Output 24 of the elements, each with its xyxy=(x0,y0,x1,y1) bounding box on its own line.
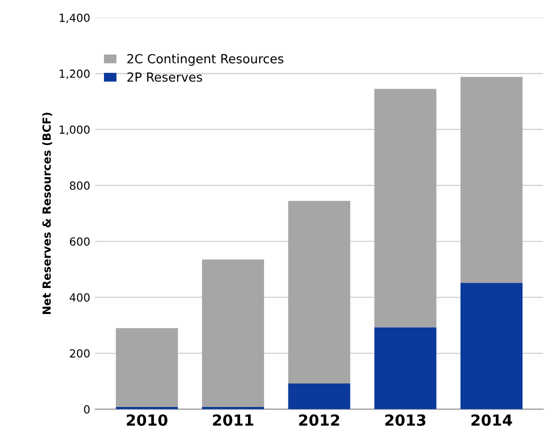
y-tick-label: 200 xyxy=(70,349,90,358)
bar xyxy=(374,88,436,328)
legend-label: 2C Contingent Resources xyxy=(127,54,284,66)
y-tick-label: 1,200 xyxy=(60,70,90,80)
bar xyxy=(374,327,436,410)
x-tick-label: 2010 xyxy=(126,414,168,426)
bar xyxy=(460,282,523,410)
x-tick-label: 2012 xyxy=(299,414,340,426)
bar xyxy=(460,76,523,283)
bar xyxy=(288,200,350,384)
bar xyxy=(116,328,178,407)
y-tick-label: 1,400 xyxy=(60,14,90,24)
bar xyxy=(288,383,350,410)
y-tick-label: 1,000 xyxy=(60,125,90,135)
bar xyxy=(202,260,264,407)
y-tick-label: 600 xyxy=(70,237,90,246)
y-axis-title: Net Reserves & Resources (BCF) xyxy=(42,112,52,314)
y-tick-label: 0 xyxy=(84,405,90,414)
y-tick-label: 400 xyxy=(70,293,90,302)
y-tick-label: 800 xyxy=(70,181,90,190)
x-tick-label: 2011 xyxy=(212,414,254,426)
x-tick-label: 2013 xyxy=(385,414,426,426)
legend-label: 2P Reserves xyxy=(127,72,202,82)
x-tick-label: 2014 xyxy=(471,414,512,426)
